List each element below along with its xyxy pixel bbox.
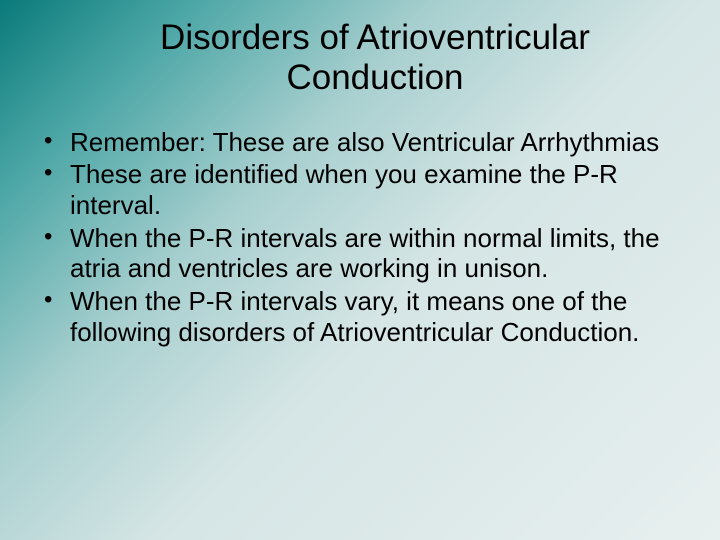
list-item: • When the P-R intervals are within norm… bbox=[40, 223, 672, 284]
bullet-icon: • bbox=[40, 286, 70, 314]
bullet-icon: • bbox=[40, 223, 70, 251]
slide: Disorders of Atrioventricular Conduction… bbox=[0, 0, 720, 540]
list-item: • These are identified when you examine … bbox=[40, 159, 672, 220]
bullet-text: Remember: These are also Ventricular Arr… bbox=[70, 127, 672, 158]
list-item: • When the P-R intervals vary, it means … bbox=[40, 286, 672, 347]
slide-title: Disorders of Atrioventricular Conduction bbox=[0, 0, 720, 99]
slide-content: • Remember: These are also Ventricular A… bbox=[0, 99, 720, 348]
bullet-icon: • bbox=[40, 159, 70, 187]
bullet-text: These are identified when you examine th… bbox=[70, 159, 672, 220]
bullet-icon: • bbox=[40, 127, 70, 155]
list-item: • Remember: These are also Ventricular A… bbox=[40, 127, 672, 158]
bullet-text: When the P-R intervals vary, it means on… bbox=[70, 286, 672, 347]
bullet-list: • Remember: These are also Ventricular A… bbox=[40, 127, 672, 348]
bullet-text: When the P-R intervals are within normal… bbox=[70, 223, 672, 284]
